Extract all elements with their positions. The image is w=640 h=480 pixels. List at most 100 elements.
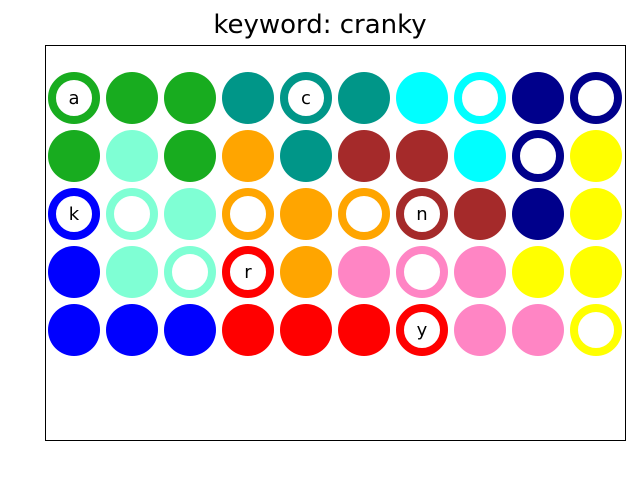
cell-4-6[interactable]: y — [396, 304, 448, 356]
ring-circle — [570, 72, 622, 124]
cell-3-8[interactable] — [512, 246, 564, 298]
ring-circle — [48, 188, 100, 240]
cell-2-6[interactable]: n — [396, 188, 448, 240]
page-title: keyword: cranky — [213, 10, 427, 40]
ring-circle — [280, 72, 332, 124]
filled-circle — [512, 72, 564, 124]
cell-letter: a — [68, 88, 79, 109]
filled-circle — [164, 188, 216, 240]
filled-circle — [280, 130, 332, 182]
filled-circle — [106, 130, 158, 182]
cell-2-7[interactable] — [454, 188, 506, 240]
ring-circle — [512, 130, 564, 182]
cell-4-5[interactable] — [338, 304, 390, 356]
cell-1-1[interactable] — [106, 130, 158, 182]
cell-0-1[interactable] — [106, 72, 158, 124]
cell-letter: n — [416, 204, 427, 225]
cell-3-2[interactable] — [164, 246, 216, 298]
cell-0-2[interactable] — [164, 72, 216, 124]
cell-2-5[interactable] — [338, 188, 390, 240]
filled-circle — [512, 188, 564, 240]
filled-circle — [454, 246, 506, 298]
cell-3-9[interactable] — [570, 246, 622, 298]
cell-4-7[interactable] — [454, 304, 506, 356]
cell-4-8[interactable] — [512, 304, 564, 356]
filled-circle — [106, 304, 158, 356]
cell-0-4[interactable]: c — [280, 72, 332, 124]
cell-letter: y — [417, 320, 428, 341]
cell-2-1[interactable] — [106, 188, 158, 240]
filled-circle — [164, 130, 216, 182]
cell-0-0[interactable]: a — [48, 72, 100, 124]
cell-1-9[interactable] — [570, 130, 622, 182]
ring-circle — [222, 188, 274, 240]
filled-circle — [454, 130, 506, 182]
cell-1-6[interactable] — [396, 130, 448, 182]
cell-2-3[interactable] — [222, 188, 274, 240]
cell-4-9[interactable] — [570, 304, 622, 356]
cell-0-8[interactable] — [512, 72, 564, 124]
cell-1-4[interactable] — [280, 130, 332, 182]
filled-circle — [222, 72, 274, 124]
cell-2-8[interactable] — [512, 188, 564, 240]
filled-circle — [48, 246, 100, 298]
cell-3-6[interactable] — [396, 246, 448, 298]
cell-1-7[interactable] — [454, 130, 506, 182]
filled-circle — [164, 304, 216, 356]
cell-letter: c — [301, 88, 311, 109]
cell-1-2[interactable] — [164, 130, 216, 182]
cell-1-0[interactable] — [48, 130, 100, 182]
cell-3-0[interactable] — [48, 246, 100, 298]
cell-4-4[interactable] — [280, 304, 332, 356]
filled-circle — [454, 304, 506, 356]
filled-circle — [338, 130, 390, 182]
ring-circle — [338, 188, 390, 240]
cell-3-4[interactable] — [280, 246, 332, 298]
board-frame — [45, 45, 626, 441]
filled-circle — [222, 130, 274, 182]
cell-4-3[interactable] — [222, 304, 274, 356]
filled-circle — [570, 188, 622, 240]
cell-2-4[interactable] — [280, 188, 332, 240]
filled-circle — [570, 130, 622, 182]
filled-circle — [570, 246, 622, 298]
cell-0-3[interactable] — [222, 72, 274, 124]
cell-1-8[interactable] — [512, 130, 564, 182]
ring-circle — [222, 246, 274, 298]
filled-circle — [280, 246, 332, 298]
filled-circle — [338, 304, 390, 356]
filled-circle — [280, 188, 332, 240]
filled-circle — [454, 188, 506, 240]
cell-2-9[interactable] — [570, 188, 622, 240]
filled-circle — [396, 72, 448, 124]
filled-circle — [222, 304, 274, 356]
cell-4-1[interactable] — [106, 304, 158, 356]
cell-4-2[interactable] — [164, 304, 216, 356]
cell-3-5[interactable] — [338, 246, 390, 298]
cell-letter: k — [69, 204, 80, 225]
filled-circle — [164, 72, 216, 124]
filled-circle — [48, 130, 100, 182]
cell-2-2[interactable] — [164, 188, 216, 240]
cell-3-7[interactable] — [454, 246, 506, 298]
ring-circle — [164, 246, 216, 298]
filled-circle — [512, 304, 564, 356]
cell-3-1[interactable] — [106, 246, 158, 298]
cell-4-0[interactable] — [48, 304, 100, 356]
ring-circle — [396, 304, 448, 356]
cell-0-5[interactable] — [338, 72, 390, 124]
cell-3-3[interactable]: r — [222, 246, 274, 298]
filled-circle — [280, 304, 332, 356]
filled-circle — [512, 246, 564, 298]
ring-circle — [48, 72, 100, 124]
cell-0-9[interactable] — [570, 72, 622, 124]
ring-circle — [106, 188, 158, 240]
cell-0-6[interactable] — [396, 72, 448, 124]
cell-1-5[interactable] — [338, 130, 390, 182]
ring-circle — [396, 246, 448, 298]
ring-circle — [570, 304, 622, 356]
cell-1-3[interactable] — [222, 130, 274, 182]
cell-2-0[interactable]: k — [48, 188, 100, 240]
cell-0-7[interactable] — [454, 72, 506, 124]
